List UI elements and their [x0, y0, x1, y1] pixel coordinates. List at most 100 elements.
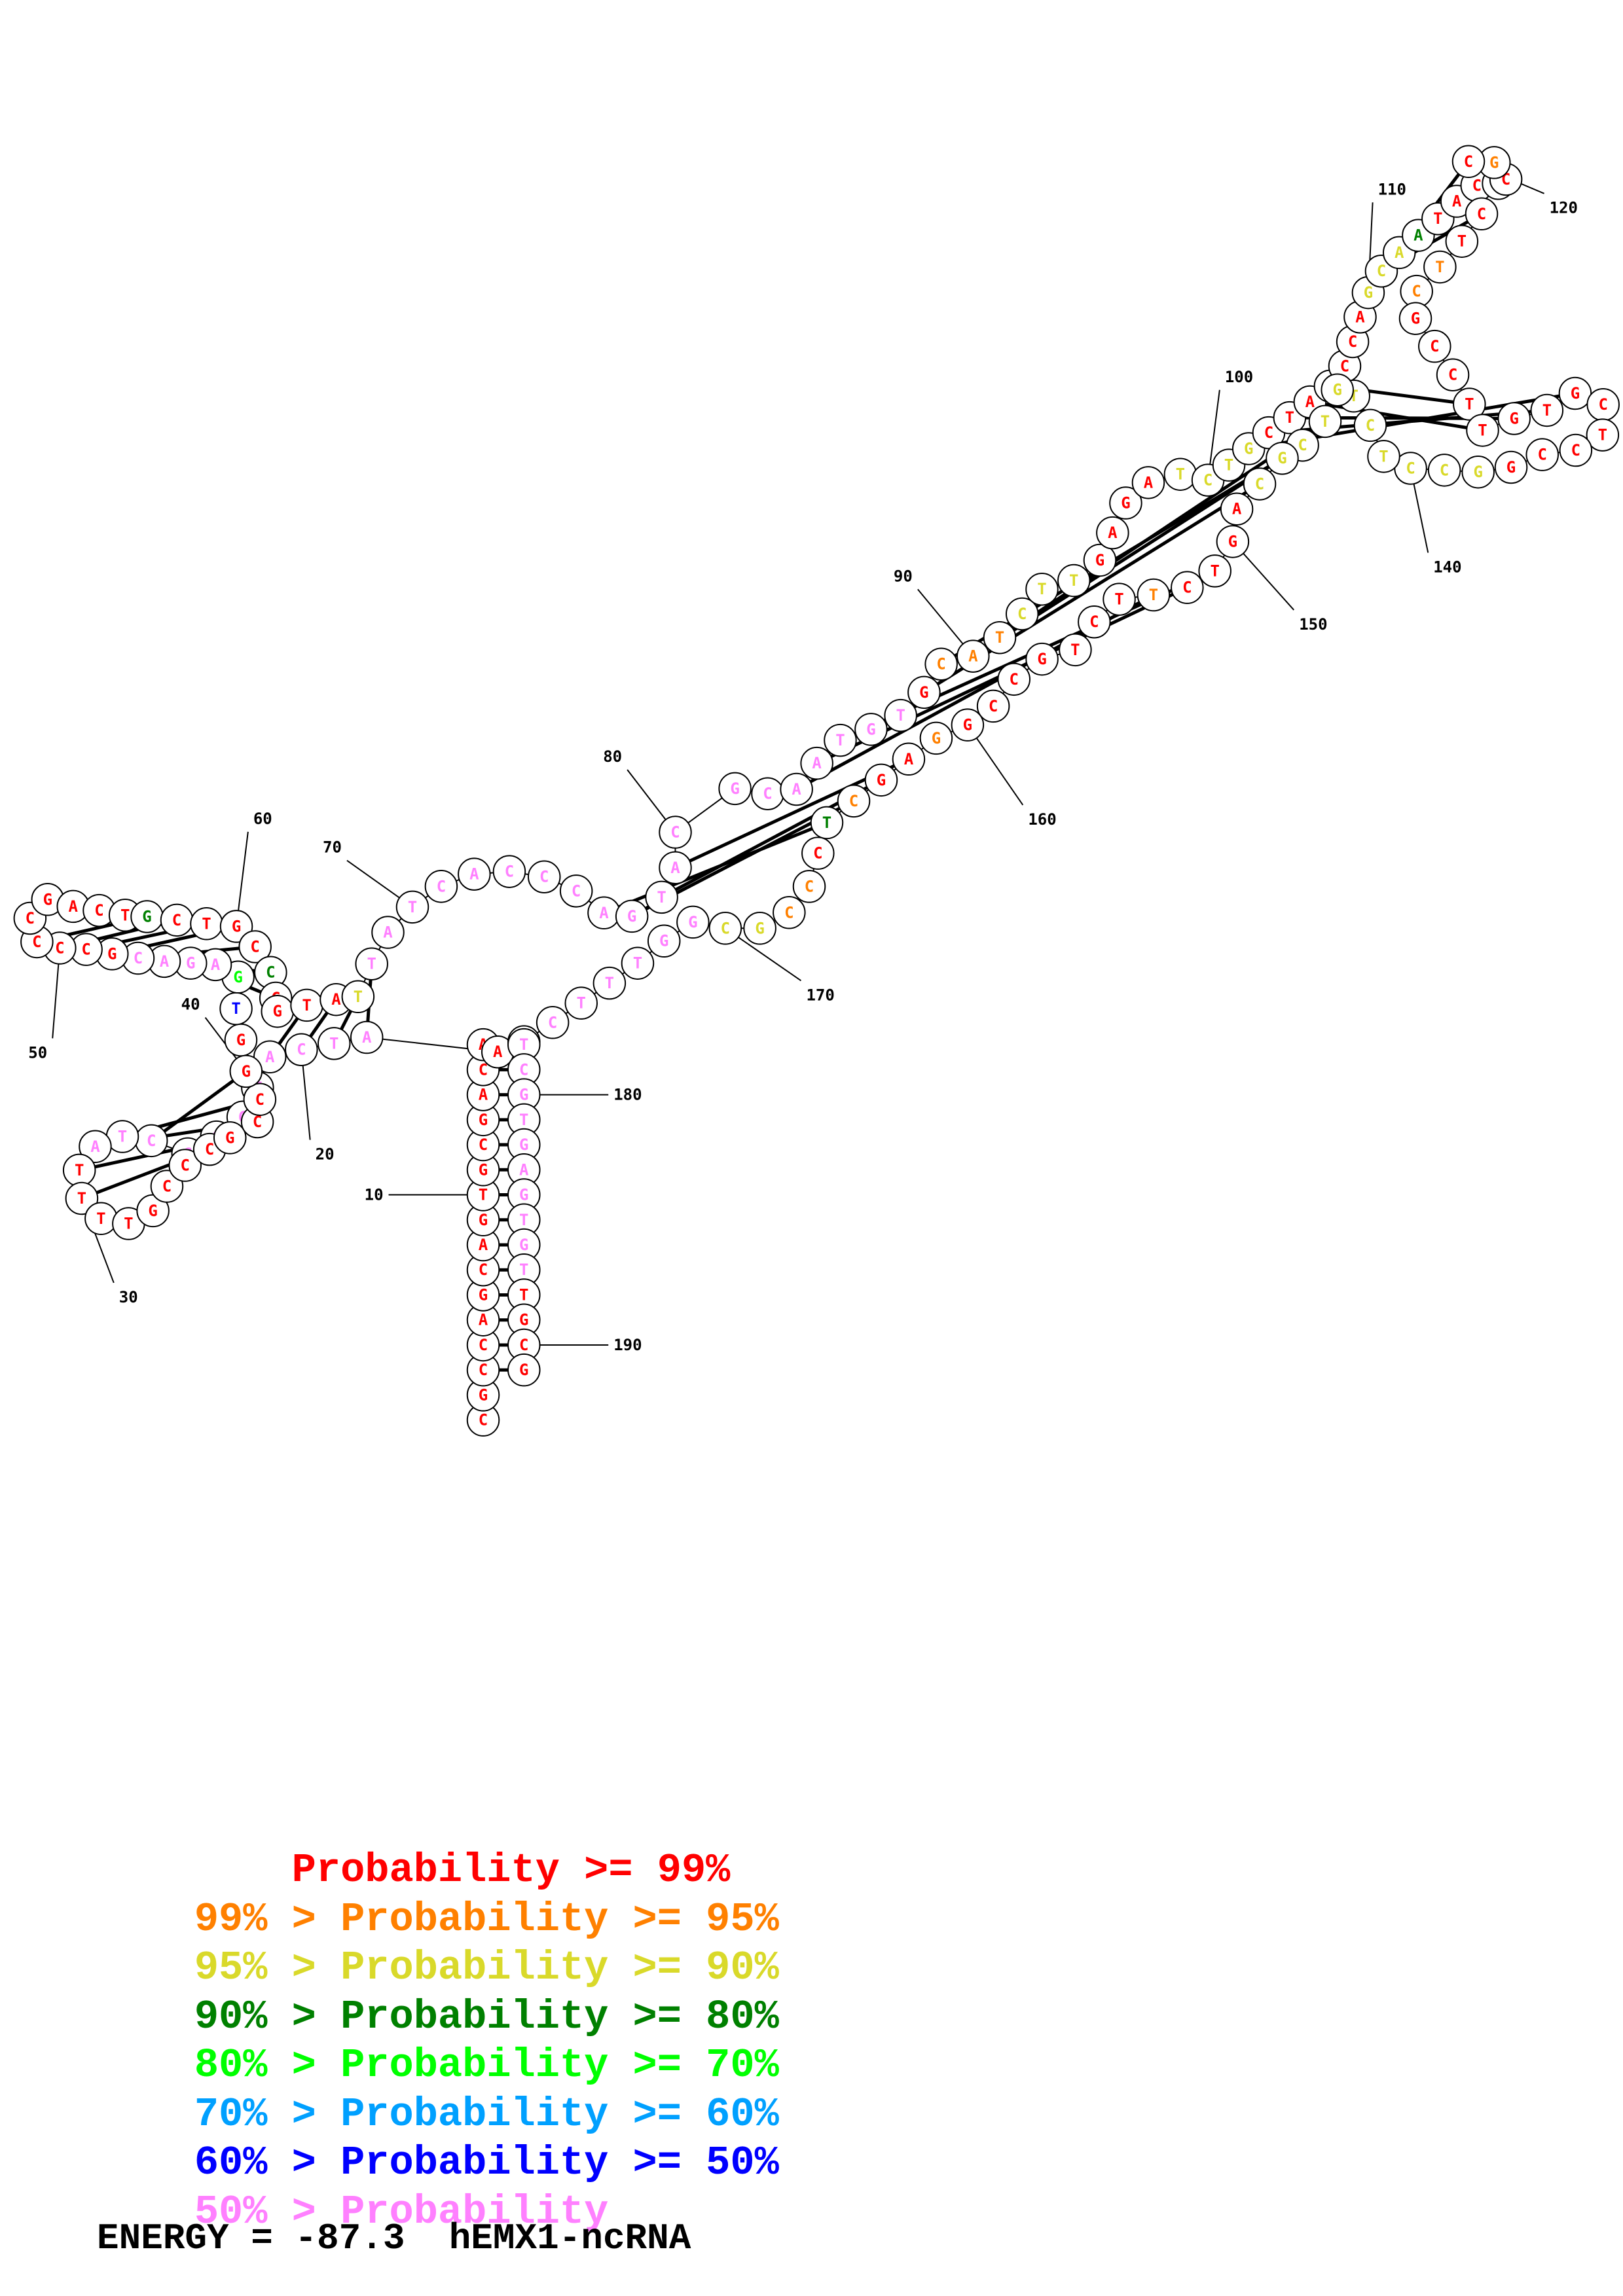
nucleotide-circle [285, 1033, 318, 1066]
nucleotide-circle [65, 1181, 99, 1215]
nucleotide-circle [1096, 516, 1129, 550]
nucleotide-letter: C [548, 1013, 557, 1031]
nucleotide-letter: A [1413, 226, 1423, 245]
nucleotide-letter: A [904, 750, 914, 768]
nucleotide: A [198, 948, 232, 982]
legend-prefix: 90% > [194, 1993, 341, 2040]
nucleotide: A [659, 851, 692, 885]
nucleotide-circle [676, 905, 710, 939]
nucleotide: C [134, 1124, 168, 1158]
nucleotide-circle [1103, 583, 1136, 616]
nucleotide-letter: G [233, 968, 242, 986]
legend-entry-95: 99% > Probability >= 95% [97, 1859, 779, 1981]
nucleotide-letter: T [1598, 426, 1607, 444]
nucleotide: G [466, 1103, 500, 1137]
nucleotide-letter: A [362, 1028, 372, 1047]
nucleotide-letter: A [479, 1086, 488, 1104]
nucleotide: T [1308, 404, 1342, 439]
nucleotide-letter: A [519, 1160, 529, 1179]
nucleotide-circle [458, 857, 491, 891]
nucleotide-letter: C [479, 1336, 488, 1354]
nucleotide: G [854, 713, 888, 746]
nucleotide: T [395, 890, 429, 924]
nucleotide-letter: T [633, 954, 642, 973]
nucleotide-circle [907, 675, 941, 709]
nucleotide: T [1445, 224, 1479, 258]
nucleotide: T [507, 1103, 541, 1137]
nucleotide: G [1461, 455, 1495, 489]
nucleotide-letter: G [1121, 494, 1130, 512]
nucleotide-letter: G [866, 720, 875, 738]
position-label: 120 [1550, 199, 1578, 217]
nucleotide: C [254, 956, 287, 989]
nucleotide: C [1586, 387, 1620, 422]
nucleotide: C [507, 1328, 541, 1362]
nucleotide-letter: C [1017, 605, 1027, 623]
nucleotide-letter: G [273, 1002, 282, 1020]
nucleotide-letter: C [1377, 262, 1386, 280]
nucleotide-letter: G [1473, 463, 1482, 481]
nucleotide: C [837, 784, 871, 818]
nucleotide: T [341, 980, 375, 1014]
nucleotide-circle [810, 806, 844, 840]
nucleotide: T [983, 620, 1017, 655]
nucleotide: C [1171, 571, 1204, 604]
nucleotide-circle [957, 639, 990, 673]
nucleotide-letter: C [1448, 366, 1457, 384]
nucleotide-circle [1266, 441, 1299, 475]
nucleotide: C [285, 1033, 318, 1066]
nucleotide-letter: A [1305, 393, 1315, 411]
nucleotide-circle [1109, 486, 1142, 520]
nucleotide-letter: G [519, 1086, 528, 1104]
nucleotide: T [1586, 418, 1620, 452]
nucleotide-circle [1137, 578, 1171, 612]
nucleotide-letter: G [519, 1186, 528, 1204]
position-label: 140 [1433, 558, 1461, 576]
legend-prefix: 70% > [194, 2090, 341, 2138]
energy-value: ENERGY = -87.3 [97, 2217, 405, 2259]
nucleotide: C [1418, 329, 1451, 363]
nucleotide: A [587, 896, 621, 930]
nucleotide-letter: G [963, 716, 972, 734]
nucleotide: T [1025, 572, 1059, 606]
position-label: 110 [1378, 180, 1406, 198]
nucleotide: G [31, 883, 65, 916]
nucleotide-circle [1465, 197, 1499, 231]
nucleotide-letter: C [1298, 436, 1307, 454]
nucleotide-circle [424, 870, 458, 903]
legend-text: Probability >= 99% [291, 1847, 731, 1893]
nucleotide: C [1559, 433, 1593, 467]
nucleotide: T [190, 907, 223, 941]
position-label: 10 [365, 1186, 384, 1204]
nucleotide-letter: C [763, 785, 772, 803]
nucleotide-letter: T [408, 898, 417, 916]
nucleotide: A [253, 1040, 287, 1074]
nucleotide-circle [1586, 418, 1620, 452]
nucleotide: G [261, 994, 294, 1028]
nucleotide-letter: G [479, 1211, 488, 1229]
nucleotide-letter: C [1472, 176, 1482, 194]
nucleotide-letter: C [670, 823, 680, 842]
nucleotide: G [919, 721, 953, 755]
nucleotide: G [1216, 525, 1250, 558]
nucleotide-letter: T [1114, 590, 1123, 609]
nucleotide: T [1163, 457, 1197, 491]
nucleotide: T [810, 806, 844, 840]
nucleotide: T [1103, 583, 1136, 616]
nucleotide-circle [1423, 250, 1457, 284]
nucleotide: T [105, 1120, 139, 1153]
nucleotide: G [864, 763, 898, 797]
nucleotide: G [676, 905, 710, 939]
position-label: 20 [316, 1145, 335, 1164]
legend-prefix: 60% > [194, 2140, 341, 2186]
nucleotide: T [1453, 387, 1486, 421]
legend-text: Probability >= 70% [340, 2042, 779, 2089]
backbone-lines [29, 160, 1604, 1420]
nucleotide-letter: C [805, 877, 814, 895]
nucleotide-letter: G [519, 1136, 528, 1154]
nucleotide: G [1558, 376, 1592, 410]
nucleotide-circle [350, 1020, 384, 1054]
nucleotide-letter: T [75, 1161, 84, 1179]
legend-entry-80: 90% > Probability >= 80% [97, 1956, 779, 2078]
